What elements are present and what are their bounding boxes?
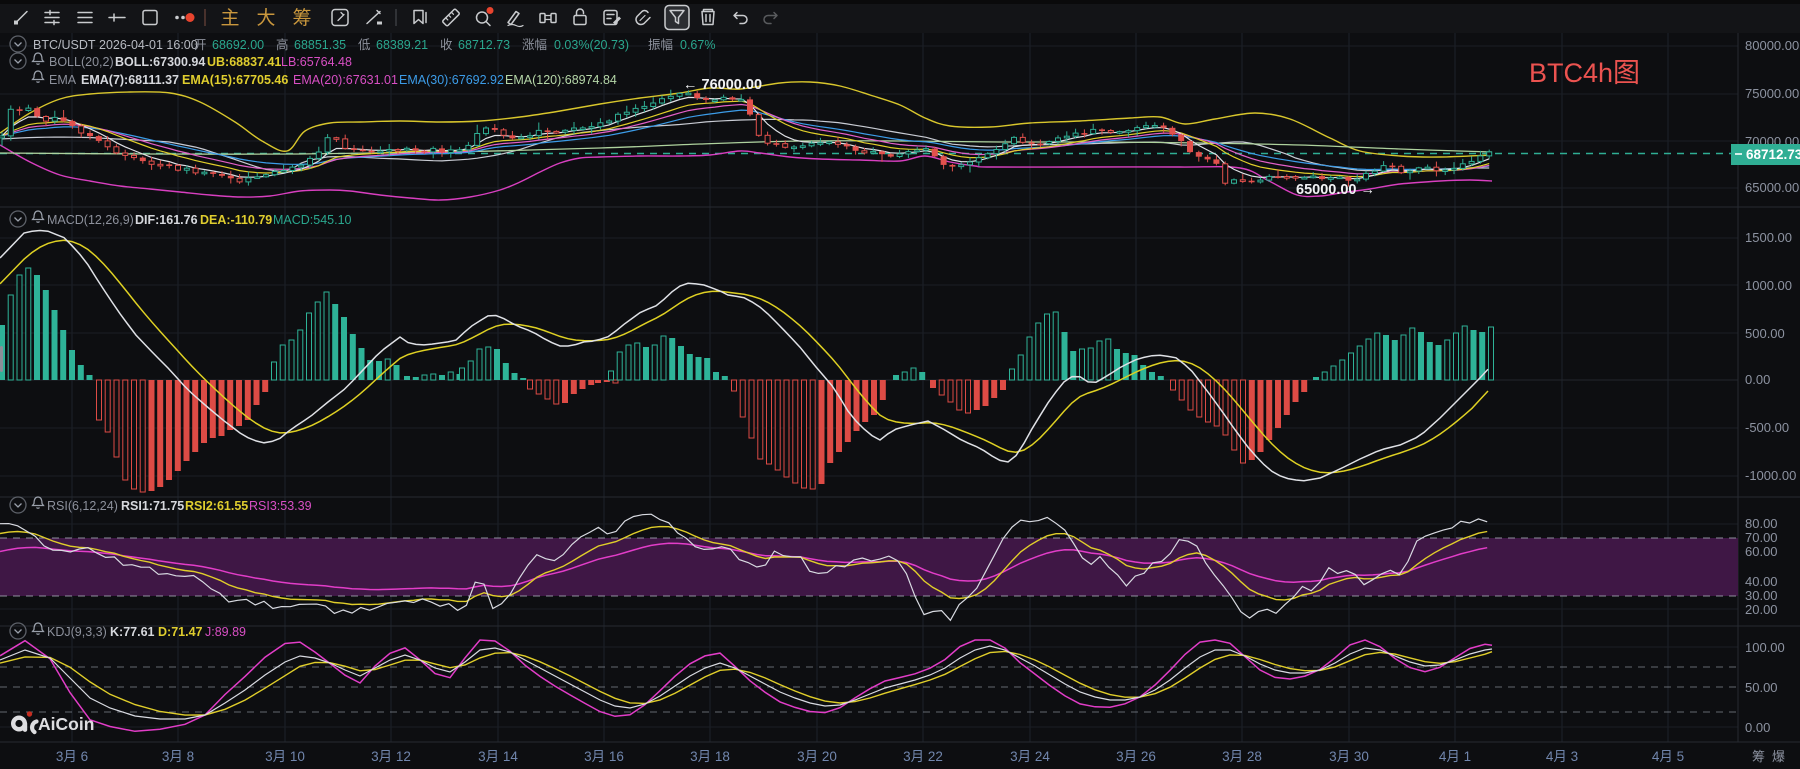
svg-text:20.00: 20.00 — [1745, 602, 1778, 617]
svg-text:-500.00: -500.00 — [1745, 420, 1789, 435]
svg-text:80.00: 80.00 — [1745, 516, 1778, 531]
svg-text:RSI3:53.39: RSI3:53.39 — [249, 499, 312, 513]
svg-text:收: 收 — [440, 38, 453, 52]
svg-text:50.00: 50.00 — [1745, 680, 1778, 695]
svg-text:30.00: 30.00 — [1745, 588, 1778, 603]
svg-text:高: 高 — [276, 37, 289, 52]
svg-text:1500.00: 1500.00 — [1745, 230, 1792, 245]
svg-text:BOLL:67300.94: BOLL:67300.94 — [115, 55, 205, 69]
svg-text:主: 主 — [220, 7, 239, 29]
svg-text:KDJ(9,3,3): KDJ(9,3,3) — [47, 625, 107, 639]
svg-text:3月 26: 3月 26 — [1116, 749, 1156, 764]
svg-text:DIF:161.76: DIF:161.76 — [135, 213, 198, 227]
svg-text:70.00: 70.00 — [1745, 530, 1778, 545]
svg-text:EMA(15):67705.46: EMA(15):67705.46 — [182, 73, 288, 87]
svg-text:DEA:-110.79: DEA:-110.79 — [200, 213, 272, 227]
svg-text:0.00: 0.00 — [1745, 720, 1770, 735]
svg-text:开: 开 — [194, 38, 207, 52]
svg-text:68692.00: 68692.00 — [212, 38, 264, 52]
svg-text:500.00: 500.00 — [1745, 326, 1785, 341]
svg-text:RSI(6,12,24): RSI(6,12,24) — [47, 499, 118, 513]
svg-text:3月 24: 3月 24 — [1010, 749, 1050, 764]
svg-text:3月 20: 3月 20 — [797, 749, 837, 764]
svg-text:3月 30: 3月 30 — [1329, 749, 1369, 764]
svg-text:J:89.89: J:89.89 — [205, 625, 246, 639]
svg-text:涨幅: 涨幅 — [522, 37, 547, 52]
svg-text:-1000.00: -1000.00 — [1745, 468, 1796, 483]
svg-text:D:71.47: D:71.47 — [158, 625, 203, 639]
svg-text:低: 低 — [358, 38, 371, 52]
svg-text:MACD:545.10: MACD:545.10 — [273, 213, 352, 227]
svg-text:4月 5: 4月 5 — [1652, 749, 1684, 764]
svg-text:RSI1:71.75: RSI1:71.75 — [121, 499, 184, 513]
svg-text:BTC4h图: BTC4h图 — [1529, 58, 1640, 88]
svg-text:65000.00: 65000.00 — [1745, 180, 1799, 195]
svg-text:3月 18: 3月 18 — [690, 749, 730, 764]
svg-text:2026-04-01 16:00: 2026-04-01 16:00 — [99, 38, 198, 52]
svg-text:0.67%: 0.67% — [680, 38, 715, 52]
svg-text:3月 28: 3月 28 — [1222, 749, 1262, 764]
svg-text:爆: 爆 — [1772, 749, 1785, 764]
svg-text:4月 3: 4月 3 — [1546, 749, 1578, 764]
svg-text:80000.00: 80000.00 — [1745, 38, 1799, 53]
svg-text:75000.00: 75000.00 — [1745, 86, 1799, 101]
svg-text:0.03%(20.73): 0.03%(20.73) — [554, 38, 629, 52]
svg-text:3月 6: 3月 6 — [56, 749, 88, 764]
svg-text:LB:65764.48: LB:65764.48 — [281, 55, 352, 69]
svg-text:1000.00: 1000.00 — [1745, 278, 1792, 293]
svg-text:3月 12: 3月 12 — [371, 749, 411, 764]
svg-text:大: 大 — [256, 7, 275, 29]
svg-text:4月 1: 4月 1 — [1439, 749, 1471, 764]
svg-text:筹: 筹 — [292, 7, 311, 29]
svg-text:40.00: 40.00 — [1745, 574, 1778, 589]
svg-text:BOLL(20,2): BOLL(20,2) — [49, 55, 114, 69]
svg-text:MACD(12,26,9): MACD(12,26,9) — [47, 213, 134, 227]
svg-text:EMA: EMA — [49, 73, 77, 87]
svg-text:BTC/USDT: BTC/USDT — [33, 38, 96, 52]
svg-text:68851.35: 68851.35 — [294, 38, 346, 52]
svg-text:振幅: 振幅 — [648, 37, 673, 52]
svg-text:3月 8: 3月 8 — [162, 749, 194, 764]
svg-text:65000.00 →: 65000.00 → — [1296, 182, 1375, 198]
svg-text:EMA(20):67631.01: EMA(20):67631.01 — [293, 73, 398, 87]
svg-text:EMA(120):68974.84: EMA(120):68974.84 — [505, 73, 617, 87]
svg-text:AiCoin: AiCoin — [38, 714, 94, 734]
svg-text:68712.73: 68712.73 — [458, 38, 510, 52]
svg-text:EMA(30):67692.92: EMA(30):67692.92 — [399, 73, 504, 87]
svg-text:筹: 筹 — [1752, 749, 1765, 764]
svg-text:68389.21: 68389.21 — [376, 38, 428, 52]
svg-text:3月 14: 3月 14 — [478, 749, 518, 764]
svg-text:100.00: 100.00 — [1745, 640, 1785, 655]
svg-text:60.00: 60.00 — [1745, 544, 1778, 559]
svg-text:← 76000.00: ← 76000.00 — [683, 77, 762, 93]
svg-text:3月 10: 3月 10 — [265, 749, 305, 764]
svg-text:68712.73: 68712.73 — [1746, 147, 1800, 162]
svg-text:0.00: 0.00 — [1745, 372, 1770, 387]
svg-text:3月 16: 3月 16 — [584, 749, 624, 764]
svg-text:UB:68837.41: UB:68837.41 — [207, 55, 281, 69]
svg-text:RSI2:61.55: RSI2:61.55 — [185, 499, 248, 513]
svg-text:K:77.61: K:77.61 — [110, 625, 155, 639]
svg-text:3月 22: 3月 22 — [903, 749, 943, 764]
svg-text:EMA(7):68111.37: EMA(7):68111.37 — [81, 73, 179, 87]
